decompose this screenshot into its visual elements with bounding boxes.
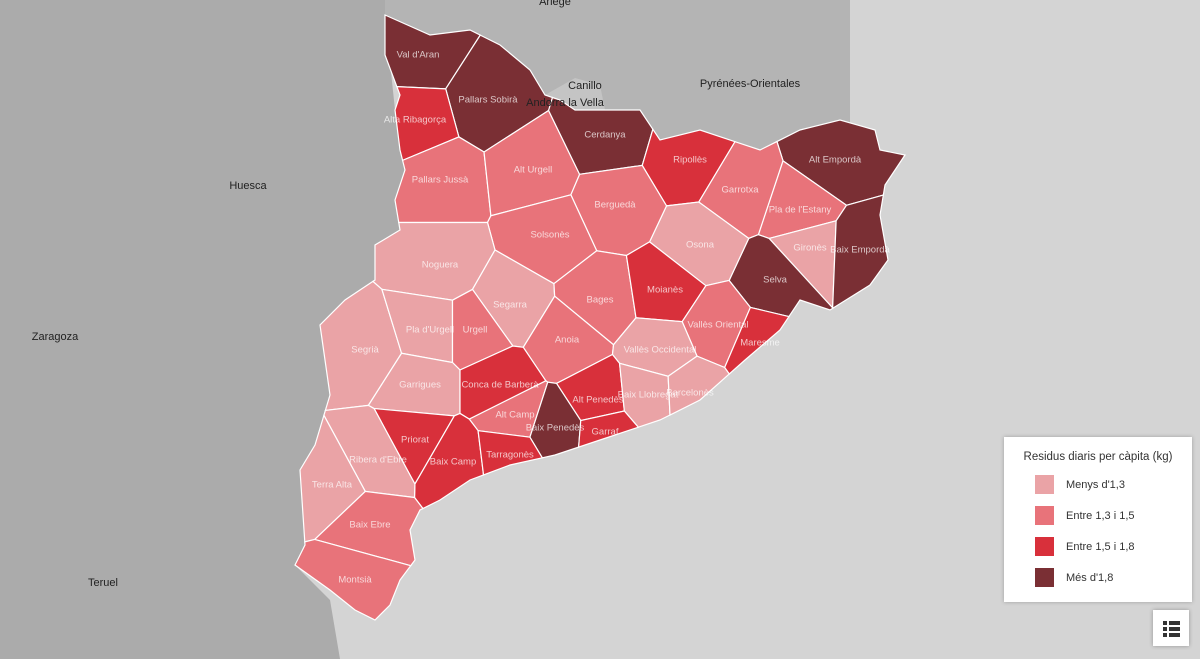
legend: Residus diaris per càpita (kg) Menys d'1… (1004, 437, 1192, 602)
comarca-label: Alt Urgell (514, 165, 553, 176)
legend-item: Entre 1,5 i 1,8 (1035, 537, 1192, 556)
comarca-label: Baix Penedès (526, 423, 585, 434)
comarca-label: Vallès Occidental (624, 345, 697, 356)
aragon (0, 0, 405, 659)
comarca (577, 410, 640, 448)
comarca-label: Alt Empordà (809, 155, 862, 166)
comarca-label: Selva (763, 275, 787, 286)
legend-label: Entre 1,5 i 1,8 (1066, 540, 1135, 553)
legend-item: Més d'1,8 (1035, 568, 1192, 587)
comarca-label: Solsonès (530, 230, 569, 241)
comarca-label: Berguedà (594, 200, 636, 211)
comarca-label: Bages (587, 295, 614, 306)
place-label: Pyrénées-Orientales (700, 78, 801, 90)
place-label: Huesca (229, 180, 267, 192)
place-label: Andorra la Vella (526, 97, 605, 109)
comarca-label: Pallars Sobirà (458, 95, 518, 106)
comarca-label: Montsià (338, 575, 372, 586)
comarca-label: Garrigues (399, 380, 441, 391)
legend-swatch (1035, 475, 1054, 494)
legend-title: Residus diaris per càpita (kg) (1023, 451, 1173, 463)
comarca-label: Anoia (555, 335, 580, 346)
comarca-label: Tarragonès (486, 450, 534, 461)
comarca-label: Baix Ebre (349, 520, 390, 531)
legend-swatch (1035, 537, 1054, 556)
comarca-label: Maresme (740, 338, 780, 349)
legend-label: Entre 1,3 i 1,5 (1066, 509, 1135, 522)
comarca-label: Conca de Barberà (461, 380, 539, 391)
france (385, 0, 850, 150)
comarca-label: Garraf (592, 427, 619, 438)
comarca-label: Segarra (493, 300, 528, 311)
comarca-label: Val d'Aran (397, 50, 440, 61)
place-label: Teruel (88, 577, 118, 589)
comarca-label: Alt Penedès (572, 395, 623, 406)
place-label: Canillo (568, 80, 602, 92)
comarca-label: Baix Llobregat (618, 390, 679, 401)
place-label: Zaragoza (32, 331, 79, 343)
legend-swatch (1035, 568, 1054, 587)
legend-swatch (1035, 506, 1054, 525)
comarca-label: Moianès (647, 285, 683, 296)
comarca-label: Alt Camp (495, 410, 534, 421)
comarca-label: Garrotxa (722, 185, 760, 196)
comarca (394, 85, 460, 162)
comarca-label: Baix Camp (430, 457, 476, 468)
comarca-label: Terra Alta (312, 480, 353, 491)
place-label: Ariège (539, 0, 571, 8)
comarca-label: Baix Empordà (830, 245, 890, 256)
comarca (667, 355, 731, 416)
comarca-label: Cerdanya (584, 130, 626, 141)
comarca-label: Vallès Oriental (687, 320, 748, 331)
comarca-label: Pla d'Urgell (406, 325, 454, 336)
comarca-label: Gironès (793, 243, 827, 254)
comarca-label: Ripollès (673, 155, 707, 166)
comarca-label: Segrià (351, 345, 379, 356)
comarca-label: Alta Ribagorça (384, 115, 447, 126)
list-icon (1163, 621, 1180, 637)
legend-item: Menys d'1,3 (1035, 475, 1192, 494)
comarca-label: Pla de l'Estany (769, 205, 832, 216)
comarca-label: Osona (686, 240, 715, 251)
legend-label: Menys d'1,3 (1066, 478, 1125, 491)
legend-item: Entre 1,3 i 1,5 (1035, 506, 1192, 525)
comarca-label: Pallars Jussà (412, 175, 469, 186)
comarca-label: Noguera (422, 260, 459, 271)
comarca-label: Ribera d'Ebre (349, 455, 407, 466)
layers-button[interactable] (1153, 610, 1189, 646)
comarca-label: Priorat (401, 435, 429, 446)
comarca (477, 430, 544, 476)
legend-label: Més d'1,8 (1066, 571, 1114, 584)
comarca-label: Barcelonès (666, 388, 714, 399)
comarca (294, 538, 412, 621)
andorra (545, 78, 605, 110)
comarca (529, 381, 582, 459)
comarca-label: Urgell (463, 325, 488, 336)
